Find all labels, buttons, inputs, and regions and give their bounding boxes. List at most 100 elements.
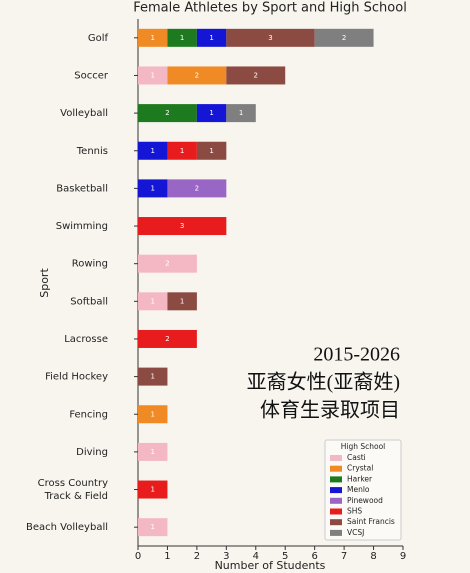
y-tick-label: Golf bbox=[88, 33, 109, 44]
bar-segment bbox=[196, 28, 227, 47]
segment-label: 1 bbox=[150, 184, 154, 192]
legend-swatch bbox=[330, 497, 342, 504]
segment-label: 1 bbox=[150, 486, 154, 494]
annotation: 亚裔女性(亚裔姓) bbox=[247, 371, 400, 394]
legend-label: Casti bbox=[347, 453, 366, 462]
x-tick-label: 3 bbox=[223, 551, 229, 562]
legend-swatch bbox=[330, 529, 342, 536]
segment-label: 2 bbox=[195, 71, 199, 79]
x-tick-label: 8 bbox=[370, 551, 376, 562]
segment-label: 3 bbox=[268, 34, 272, 42]
bar-segment bbox=[314, 28, 374, 47]
x-tick-label: 0 bbox=[135, 551, 141, 562]
y-tick-label: Tennis bbox=[76, 146, 108, 157]
legend-swatch bbox=[330, 519, 342, 526]
y-tick-label: Basketball bbox=[56, 183, 108, 194]
bar-segment bbox=[138, 217, 227, 236]
segment-label: 1 bbox=[150, 373, 154, 381]
bar-segment bbox=[167, 28, 197, 47]
bar-segment bbox=[167, 66, 227, 85]
legend-swatch bbox=[330, 465, 342, 472]
legend-swatch bbox=[330, 476, 342, 483]
x-tick-label: 7 bbox=[341, 551, 347, 562]
segment-label: 1 bbox=[150, 34, 154, 42]
y-tick-label: Cross Country Track & Field bbox=[38, 478, 108, 502]
segment-label: 1 bbox=[150, 147, 154, 155]
segment-label: 1 bbox=[150, 297, 154, 305]
segment-label: 1 bbox=[209, 34, 213, 42]
bar-segment bbox=[138, 28, 168, 47]
legend-label: Crystal bbox=[347, 464, 373, 473]
y-axis-label: Sport bbox=[38, 268, 51, 298]
legend-swatch bbox=[330, 508, 342, 515]
y-tick-label: Softball bbox=[70, 296, 108, 307]
bar-segment bbox=[226, 104, 256, 123]
segment-label: 1 bbox=[209, 109, 213, 117]
bar-segment bbox=[196, 141, 227, 160]
annotation: 体育生录取项目 bbox=[260, 399, 400, 422]
bar-segment bbox=[138, 442, 168, 461]
y-tick-label: Lacrosse bbox=[64, 334, 108, 345]
bar-segment bbox=[167, 292, 197, 311]
legend-swatch bbox=[330, 455, 342, 461]
segment-label: 1 bbox=[180, 297, 184, 305]
chart-title: Female Athletes by Sport and High School bbox=[133, 1, 407, 16]
x-tick-label: 5 bbox=[282, 551, 288, 562]
legend-label: VCSJ bbox=[347, 528, 364, 537]
legend-swatch bbox=[330, 487, 342, 494]
legend-label: Pinewood bbox=[347, 496, 383, 505]
annotation: 2015-2026 bbox=[313, 344, 400, 366]
legend-title: High School bbox=[341, 442, 386, 451]
bar-segment bbox=[138, 518, 168, 537]
segment-label: 3 bbox=[180, 222, 184, 230]
bar-segment bbox=[138, 179, 168, 198]
bar-segment bbox=[138, 480, 168, 499]
bar-segment bbox=[138, 405, 168, 424]
segment-label: 1 bbox=[239, 109, 243, 117]
bar-segment bbox=[138, 254, 197, 273]
y-tick-label: Rowing bbox=[72, 259, 108, 270]
bar-segment bbox=[138, 104, 197, 123]
segment-label: 2 bbox=[342, 34, 346, 42]
bar-segment bbox=[167, 141, 197, 160]
y-tick-label: Soccer bbox=[74, 70, 109, 81]
bar-segment bbox=[138, 141, 168, 160]
bar-segment bbox=[167, 179, 227, 198]
bar-segment bbox=[226, 66, 286, 85]
y-tick-label: Beach Volleyball bbox=[26, 522, 108, 533]
y-tick-label: Volleyball bbox=[60, 108, 108, 119]
y-tick-label: Diving bbox=[76, 447, 108, 458]
x-axis-label: Number of Students bbox=[215, 559, 326, 572]
x-tick-label: 4 bbox=[253, 551, 259, 562]
segment-label: 1 bbox=[209, 147, 213, 155]
legend-label: Menlo bbox=[347, 485, 370, 494]
x-tick-label: 2 bbox=[194, 551, 200, 562]
segment-label: 1 bbox=[150, 410, 154, 418]
segment-label: 2 bbox=[165, 335, 169, 343]
legend-label: SHS bbox=[347, 507, 362, 516]
x-tick-label: 9 bbox=[400, 551, 406, 562]
segment-label: 2 bbox=[254, 71, 258, 79]
segment-label: 1 bbox=[180, 147, 184, 155]
segment-label: 2 bbox=[195, 184, 199, 192]
bar-segment bbox=[138, 292, 168, 311]
bar-segment bbox=[138, 66, 168, 85]
segment-label: 2 bbox=[165, 260, 169, 268]
legend-box bbox=[324, 439, 402, 541]
x-tick-label: 6 bbox=[311, 551, 317, 562]
x-tick-label: 1 bbox=[164, 551, 170, 562]
bar-segment bbox=[138, 329, 197, 348]
segment-label: 1 bbox=[180, 34, 184, 42]
segment-label: 1 bbox=[150, 523, 154, 531]
y-tick-label: Swimming bbox=[56, 221, 108, 232]
bar-segment bbox=[138, 367, 168, 386]
bar-segment bbox=[196, 104, 227, 123]
bar-segment bbox=[226, 28, 315, 47]
legend-label: Harker bbox=[347, 474, 373, 483]
y-tick-label: Field Hockey bbox=[45, 372, 108, 383]
segment-label: 1 bbox=[150, 448, 154, 456]
y-tick-label: Fencing bbox=[69, 409, 108, 420]
legend-label: Saint Francis bbox=[347, 517, 395, 526]
segment-label: 1 bbox=[150, 71, 154, 79]
